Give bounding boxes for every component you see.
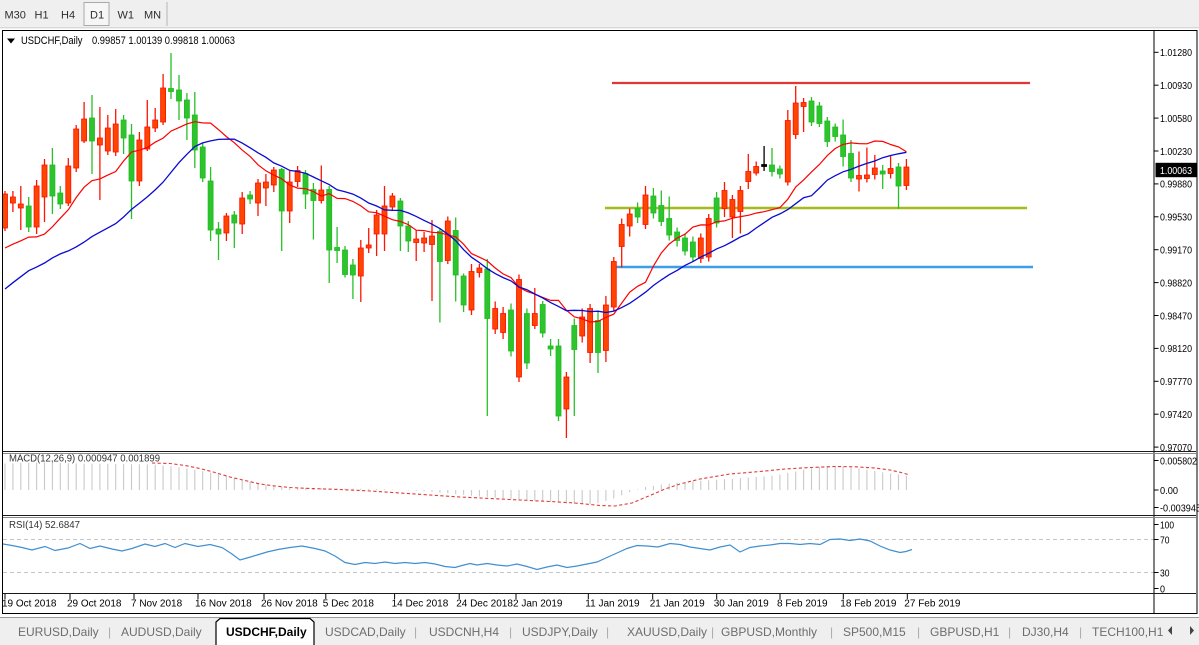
svg-text:USDCHF,Daily: USDCHF,Daily [226, 625, 307, 639]
svg-text:100: 100 [1160, 520, 1174, 531]
svg-text:0.005802: 0.005802 [1160, 456, 1197, 467]
svg-text:19 Oct 2018: 19 Oct 2018 [2, 599, 57, 610]
svg-text:M30: M30 [5, 10, 26, 22]
svg-text:H1: H1 [35, 10, 49, 22]
svg-text:H4: H4 [61, 10, 75, 22]
svg-text:TECH100,H1: TECH100,H1 [1092, 625, 1164, 639]
svg-text:GBPUSD,H1: GBPUSD,H1 [930, 625, 1000, 639]
svg-text:30 Jan 2019: 30 Jan 2019 [714, 599, 769, 610]
svg-text:8 Feb 2019: 8 Feb 2019 [777, 599, 828, 610]
svg-text:70: 70 [1160, 535, 1170, 546]
svg-text:|: | [108, 625, 111, 639]
svg-text:|: | [830, 625, 833, 639]
svg-text:0.97420: 0.97420 [1160, 410, 1192, 421]
svg-text:|: | [509, 625, 512, 639]
svg-text:RSI(14) 52.6847: RSI(14) 52.6847 [9, 520, 80, 531]
svg-text:AUDUSD,Daily: AUDUSD,Daily [121, 625, 202, 639]
svg-text:EURUSD,Daily: EURUSD,Daily [18, 625, 99, 639]
svg-text:|: | [606, 625, 609, 639]
svg-text:0.98470: 0.98470 [1160, 311, 1192, 322]
svg-text:18 Feb 2019: 18 Feb 2019 [840, 599, 897, 610]
svg-text:1.00930: 1.00930 [1160, 81, 1192, 92]
svg-text:2 Jan 2019: 2 Jan 2019 [513, 599, 563, 610]
svg-text:USDCNH,H4: USDCNH,H4 [429, 625, 499, 639]
svg-text:|: | [711, 625, 714, 639]
svg-text:21 Jan 2019: 21 Jan 2019 [650, 599, 705, 610]
svg-text:0: 0 [1160, 584, 1165, 595]
svg-text:1.00580: 1.00580 [1160, 114, 1192, 125]
svg-text:MACD(12,26,9) 0.000947 0.00189: MACD(12,26,9) 0.000947 0.001899 [9, 454, 160, 465]
svg-text:W1: W1 [118, 10, 135, 22]
svg-text:|: | [414, 625, 417, 639]
svg-text:USDCHF,Daily: USDCHF,Daily [21, 35, 83, 47]
svg-text:29 Oct 2018: 29 Oct 2018 [67, 599, 122, 610]
svg-text:SP500,M15: SP500,M15 [843, 625, 906, 639]
svg-text:14 Dec 2018: 14 Dec 2018 [392, 599, 449, 610]
svg-text:0.97070: 0.97070 [1160, 443, 1192, 454]
svg-text:|: | [1079, 625, 1082, 639]
svg-text:XAUUSD,Daily: XAUUSD,Daily [627, 625, 707, 639]
svg-text:0.99857 1.00139 0.99818 1.0006: 0.99857 1.00139 0.99818 1.00063 [92, 35, 235, 47]
svg-text:5 Dec 2018: 5 Dec 2018 [323, 599, 375, 610]
svg-text:|: | [917, 625, 920, 639]
svg-text:27 Feb 2019: 27 Feb 2019 [904, 599, 961, 610]
svg-text:GBPUSD,Monthly: GBPUSD,Monthly [721, 625, 817, 639]
svg-text:0.98120: 0.98120 [1160, 344, 1192, 355]
svg-text:D1: D1 [90, 10, 104, 22]
svg-text:26 Nov 2018: 26 Nov 2018 [261, 599, 318, 610]
svg-text:-0.003945: -0.003945 [1160, 503, 1199, 514]
svg-text:USDJPY,Daily: USDJPY,Daily [522, 625, 598, 639]
svg-text:0.99170: 0.99170 [1160, 246, 1192, 257]
svg-text:0.99880: 0.99880 [1160, 180, 1192, 191]
svg-text:1.00063: 1.00063 [1160, 166, 1192, 177]
svg-text:7 Nov 2018: 7 Nov 2018 [131, 599, 183, 610]
svg-text:0.97770: 0.97770 [1160, 377, 1192, 388]
svg-text:USDCAD,Daily: USDCAD,Daily [325, 625, 406, 639]
svg-text:1.00230: 1.00230 [1160, 147, 1192, 158]
svg-text:30: 30 [1160, 568, 1170, 579]
svg-text:0.99530: 0.99530 [1160, 213, 1192, 224]
svg-text:11 Jan 2019: 11 Jan 2019 [585, 599, 640, 610]
svg-text:0.00: 0.00 [1160, 486, 1178, 497]
svg-text:DJ30,H4: DJ30,H4 [1022, 625, 1069, 639]
svg-text:1.01280: 1.01280 [1160, 48, 1192, 59]
svg-text:MN: MN [144, 10, 161, 22]
svg-text:16 Nov 2018: 16 Nov 2018 [195, 599, 252, 610]
svg-text:24 Dec 2018: 24 Dec 2018 [456, 599, 513, 610]
svg-text:0.98820: 0.98820 [1160, 278, 1192, 289]
svg-text:|: | [1008, 625, 1011, 639]
